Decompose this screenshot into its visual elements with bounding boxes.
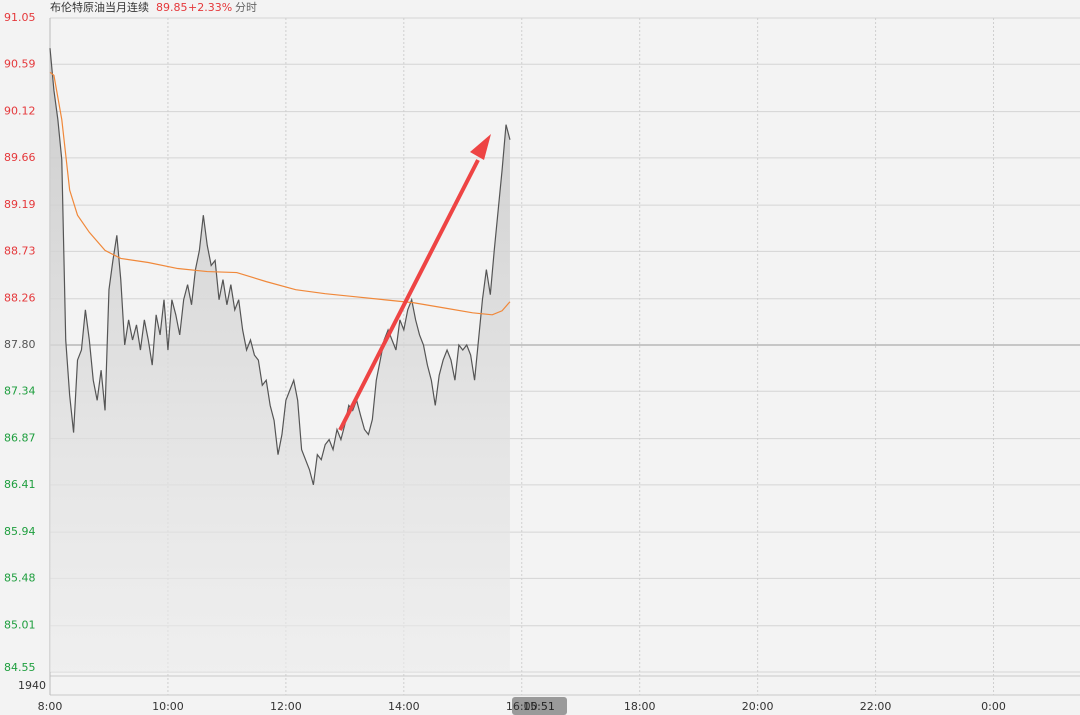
x-tick-label: 14:00: [388, 700, 420, 713]
y-tick-label: 90.59: [4, 57, 36, 70]
x-tick-label: 0:00: [981, 700, 1006, 713]
instrument-name: 布伦特原油当月连续: [50, 0, 149, 14]
x-tick-label: 16:00: [506, 700, 538, 713]
chart-mode: 分时: [235, 1, 257, 14]
y-tick-label: 86.87: [4, 432, 36, 445]
price-area: [50, 48, 510, 672]
y-tick-label: 87.80: [4, 338, 36, 351]
x-tick-label: 22:00: [860, 700, 892, 713]
y-tick-label: 91.05: [4, 11, 36, 24]
y-tick-label: 84.55: [4, 661, 36, 674]
x-tick-label: 18:00: [624, 700, 656, 713]
y-tick-label: 90.12: [4, 105, 36, 118]
y-tick-label: 89.19: [4, 198, 36, 211]
last-price: 89.85: [156, 1, 188, 14]
average-line: [49, 71, 511, 316]
y-tick-label: 88.26: [4, 292, 36, 305]
cursor-box: [512, 697, 567, 715]
x-tick-label: 10:00: [152, 700, 184, 713]
y-tick-label: 85.94: [4, 525, 36, 538]
y-tick-label: 85.48: [4, 571, 36, 584]
volume-label: 1940: [18, 679, 46, 692]
plot: [49, 17, 1080, 695]
x-tick-label: 8:00: [38, 700, 63, 713]
y-tick-label: 85.01: [4, 619, 36, 632]
annotation-arrow: [338, 159, 480, 431]
y-tick-label: 86.41: [4, 478, 36, 491]
x-tick-label: 20:00: [742, 700, 774, 713]
change-percent: +2.33%: [188, 1, 232, 14]
price-line: [49, 48, 511, 486]
cursor-time: 15:51: [523, 700, 555, 713]
y-tick-label: 88.73: [4, 244, 36, 257]
annotation-arrowhead: [470, 134, 491, 160]
y-tick-label: 87.34: [4, 384, 36, 397]
x-tick-label: 12:00: [270, 700, 302, 713]
y-tick-label: 89.66: [4, 151, 36, 164]
